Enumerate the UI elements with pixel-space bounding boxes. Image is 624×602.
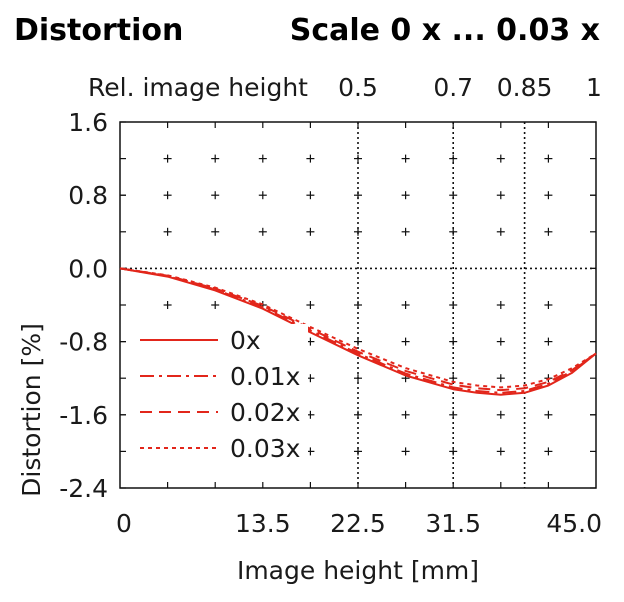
grid-plus-marker [449,154,458,163]
legend-label-2: 0.02x [230,398,300,427]
y-tick-label: -1.6 [59,401,108,430]
series-layer [119,267,597,396]
grid-plus-marker [354,301,362,309]
top-tick-label: 0.5 [338,73,378,102]
grid-plus-marker [306,301,315,309]
grid-plus-marker [258,191,267,200]
grid-plus-marker [449,410,458,419]
y-tick-label: 0.8 [68,181,108,210]
grid-plus-marker [401,410,410,419]
grid-plus-marker [306,227,315,236]
grid-plus-marker [163,191,172,200]
grid-plus-marker [354,447,362,456]
grid-plus-marker [544,410,553,419]
grid-plus-marker [496,447,505,456]
grid-plus-marker [354,227,362,236]
grid-plus-marker [449,191,458,200]
grid-plus-marker [496,337,505,346]
grid-plus-marker [544,337,553,346]
x-tick-label: 0 [116,509,132,538]
grid-plus-marker [449,227,458,236]
grid-plus-marker [354,374,362,383]
grid-plus-marker [354,154,362,163]
legend-label-3: 0.03x [230,434,300,463]
grid-plus-marker [211,301,220,309]
grid-plus-marker [544,447,553,456]
grid-plus-marker [496,227,505,236]
top-tick-label: 0.85 [497,73,553,102]
grid-plus-marker [544,154,553,163]
grid-plus-marker [496,191,505,200]
grid-plus-marker [211,154,220,163]
y-axis-label: Distortion [%] [17,323,46,497]
grid-plus-marker [449,447,458,456]
grid-plus-marker [401,227,410,236]
y-tick-label: 0.0 [68,254,108,283]
grid-plus-marker [211,227,220,236]
top-tick-label: 0.7 [433,73,473,102]
x-tick-label: 45.0 [546,509,602,538]
grid-plus-marker [496,374,505,383]
legend-bg [136,360,308,390]
grid-plus-marker [211,191,220,200]
grid-plus-marker [354,191,362,200]
grid-plus-marker [306,191,315,200]
grid-plus-marker [496,301,505,309]
x-tick-label: 22.5 [330,509,386,538]
grid-plus-marker [544,191,553,200]
chart-title: Distortion [14,13,183,48]
grid-plus-marker [401,447,410,456]
series-line-0 [119,267,597,396]
grid-plus-marker [163,301,172,309]
y-tick-label: -2.4 [59,474,108,503]
grid-plus-marker [354,337,362,346]
grid-plus-marker [449,301,458,309]
grid-plus-marker [401,154,410,163]
legend-label-1: 0.01x [230,362,300,391]
grid-plus-marker [544,227,553,236]
series-line-1 [119,267,597,394]
x-tick-label: 31.5 [425,509,481,538]
grid-plus-marker [401,191,410,200]
grid-plus-marker [544,301,553,309]
grid-plus-marker [258,227,267,236]
grid-plus-marker [163,227,172,236]
top-tick-label: 1 [586,73,602,102]
x-tick-label: 13.5 [235,509,291,538]
grid-plus-marker [258,154,267,163]
y-tick-label: 1.6 [68,108,108,137]
grid-plus-marker [306,154,315,163]
grid-plus-marker [163,154,172,163]
grid-plus-marker [496,410,505,419]
grid-plus-marker [401,337,410,346]
top-axis-label: Rel. image height [88,73,308,102]
plot-area: 1.6 0.8 0.0 -0.8 -1.6 -2.4 0 13.5 22.5 31.5 45.0 0.… [59,73,602,538]
y-tick-label: -0.8 [59,328,108,357]
scale-label: Scale 0 x ... 0.03 x [290,13,600,48]
legend-label-0: 0x [230,326,261,355]
grid-plus-marker [401,301,410,309]
grid-plus-marker [354,410,362,419]
series-line-3 [119,267,597,389]
grid-plus-marker [496,154,505,163]
x-axis-label: Image height [mm] [237,556,479,585]
legend: 0x 0.01x 0.02x 0.03x [136,324,308,463]
grid-plus-marker [449,337,458,346]
